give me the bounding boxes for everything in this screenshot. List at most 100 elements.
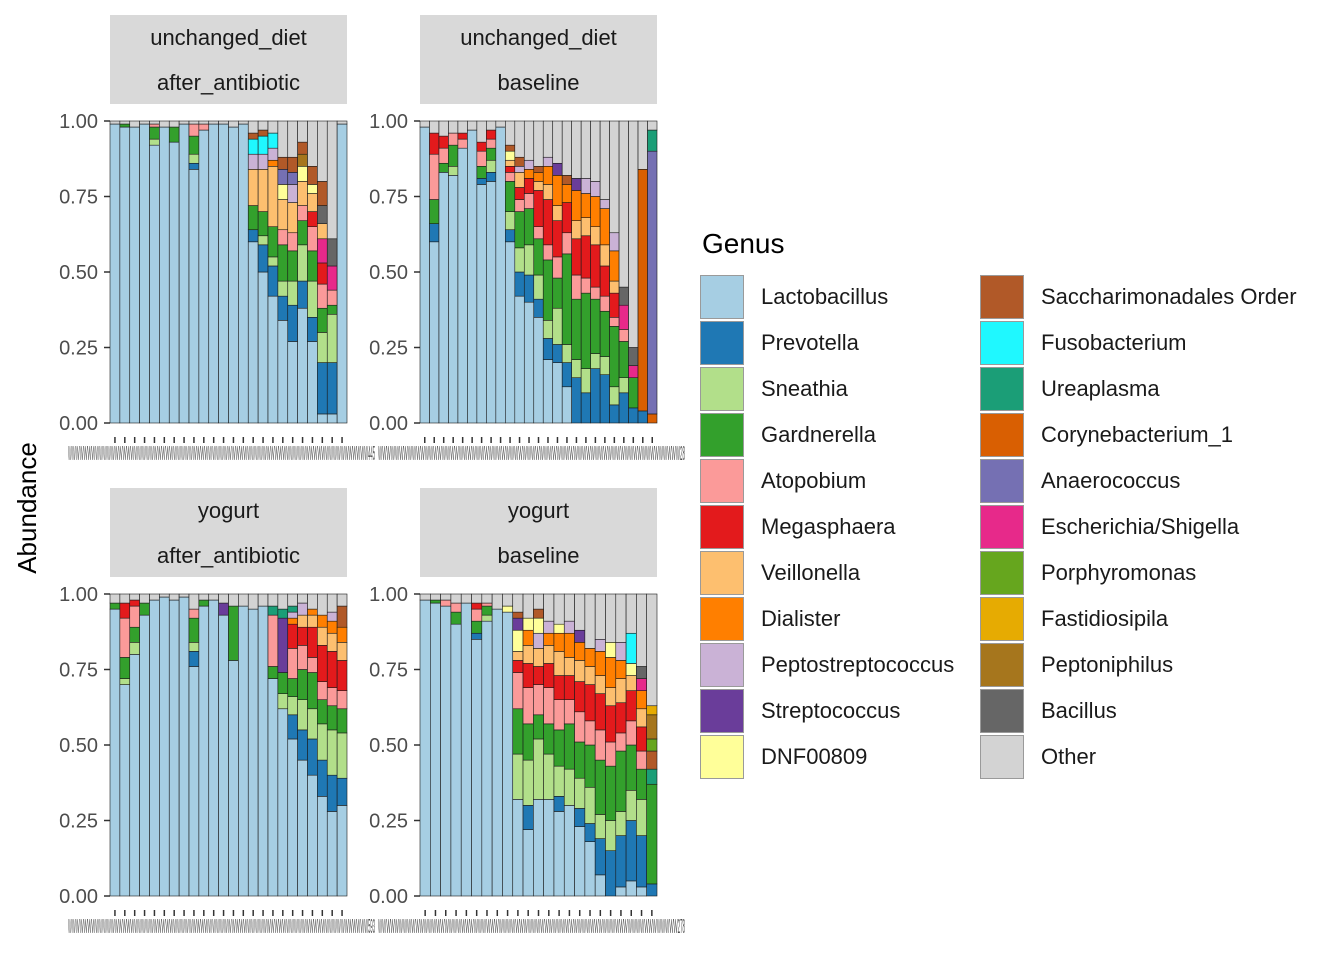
bar-segment bbox=[542, 320, 554, 339]
bar-segment bbox=[336, 690, 348, 710]
bar-segment bbox=[218, 602, 229, 616]
bar-segment bbox=[287, 696, 298, 716]
facet-strip-label: yogurt bbox=[198, 498, 259, 523]
facet-panel: unchanged_diet baseline 0.00 0.25 0.50 0.75 1.… bbox=[369, 15, 685, 465]
facet-panel: yogurt baseline 0.00 0.25 0.50 0.75 1.00 WWWWWW… bbox=[369, 488, 685, 938]
y-tick-label: 0.75 bbox=[369, 660, 408, 682]
bar-segment bbox=[594, 874, 606, 897]
legend-item: Gardnerella bbox=[700, 412, 980, 458]
bar-segment bbox=[317, 120, 328, 182]
bar-segment bbox=[326, 120, 338, 240]
bar-segment bbox=[267, 166, 279, 228]
bar-segment bbox=[257, 135, 269, 155]
legend-label: Megasphaera bbox=[761, 514, 896, 539]
bar-segment bbox=[336, 777, 348, 806]
bar-segment bbox=[188, 162, 200, 170]
bar-segment bbox=[287, 593, 298, 607]
bar-segment bbox=[430, 599, 441, 604]
bar-segment bbox=[618, 304, 629, 330]
bar-segment bbox=[277, 617, 289, 673]
bar-segment bbox=[552, 205, 563, 221]
bar-segment bbox=[326, 238, 338, 267]
bar-segment bbox=[628, 365, 639, 378]
bar-segment bbox=[542, 166, 554, 185]
bar-segment bbox=[429, 132, 440, 155]
bar-segment bbox=[247, 153, 259, 170]
bar-segment bbox=[208, 599, 219, 897]
bar-segment bbox=[450, 611, 462, 625]
bar-segment bbox=[297, 280, 308, 309]
bar-segment bbox=[584, 648, 596, 667]
bar-segment bbox=[159, 120, 170, 128]
bar-segment bbox=[574, 593, 586, 631]
bar-segment bbox=[257, 593, 269, 607]
facet-panel: unchanged_diet after_antibiotic 0.00 0.25 0.… bbox=[59, 15, 375, 465]
bar-segment bbox=[636, 799, 647, 836]
bar-segment bbox=[247, 132, 259, 140]
bar-segment bbox=[188, 593, 200, 610]
bar-segment bbox=[625, 880, 637, 897]
facet-strip bbox=[110, 15, 347, 104]
legend-item: Atopobium bbox=[700, 458, 980, 504]
bar-segment bbox=[119, 617, 131, 658]
bar-segment bbox=[419, 599, 431, 897]
legend-label: Veillonella bbox=[761, 560, 861, 585]
bar-segment bbox=[533, 274, 544, 300]
bar-segment bbox=[553, 632, 565, 652]
y-tick-label: 0.00 bbox=[59, 886, 98, 908]
bar-segment bbox=[471, 593, 483, 604]
bar-segment bbox=[149, 123, 160, 128]
bar-segment bbox=[636, 835, 647, 888]
legend-item: Fusobacterium bbox=[980, 320, 1340, 366]
bar-segment bbox=[486, 159, 497, 173]
bar-segment bbox=[438, 162, 449, 173]
bar-segment bbox=[552, 175, 563, 206]
bar-segment bbox=[307, 774, 318, 897]
bar-segment bbox=[599, 356, 610, 375]
bar-segment bbox=[553, 765, 565, 797]
bar-segment bbox=[267, 226, 279, 258]
y-tick-label: 0.75 bbox=[59, 187, 98, 209]
bar-segment bbox=[257, 605, 269, 897]
bar-segment bbox=[228, 593, 239, 607]
bar-segment bbox=[317, 626, 328, 646]
bar-segment bbox=[533, 316, 544, 424]
bar-segment bbox=[599, 199, 610, 209]
bar-segment bbox=[486, 172, 497, 182]
bar-segment bbox=[257, 153, 269, 170]
bar-segment bbox=[471, 638, 483, 897]
legend: Genus Lactobacillus Prevotella Sneathia Gar… bbox=[700, 228, 1340, 780]
bar-segment bbox=[495, 126, 506, 424]
bar-segment bbox=[636, 593, 647, 667]
bar-segment bbox=[109, 608, 121, 897]
bar-segment bbox=[277, 184, 289, 200]
bar-segment bbox=[129, 626, 140, 643]
bar-segment bbox=[522, 663, 534, 688]
bar-segment bbox=[287, 738, 298, 897]
bar-segment bbox=[647, 150, 658, 415]
bar-segment bbox=[317, 796, 328, 897]
bar-segment bbox=[297, 205, 308, 221]
bar-segment bbox=[533, 632, 544, 649]
legend-label: Prevotella bbox=[761, 330, 859, 355]
bar-segment bbox=[188, 642, 200, 652]
bar-segment bbox=[523, 274, 535, 303]
bar-segment bbox=[552, 162, 563, 176]
bar-segment bbox=[580, 235, 591, 279]
bar-segment bbox=[188, 135, 200, 155]
bar-segment bbox=[605, 850, 617, 897]
bar-segment bbox=[628, 120, 639, 348]
legend-item: Veillonella bbox=[700, 550, 980, 596]
bar-segment bbox=[119, 678, 131, 685]
bar-segment bbox=[109, 602, 121, 610]
bar-segment bbox=[287, 250, 298, 282]
bar-segment bbox=[561, 362, 572, 388]
bar-segment bbox=[448, 144, 459, 167]
bar-segment bbox=[625, 690, 637, 722]
bar-segment bbox=[267, 256, 279, 267]
bar-segment bbox=[178, 120, 190, 125]
y-tick-label: 0.25 bbox=[369, 338, 408, 360]
bar-segment bbox=[326, 620, 338, 634]
bar-segment bbox=[178, 596, 190, 897]
bar-segment bbox=[129, 642, 140, 655]
